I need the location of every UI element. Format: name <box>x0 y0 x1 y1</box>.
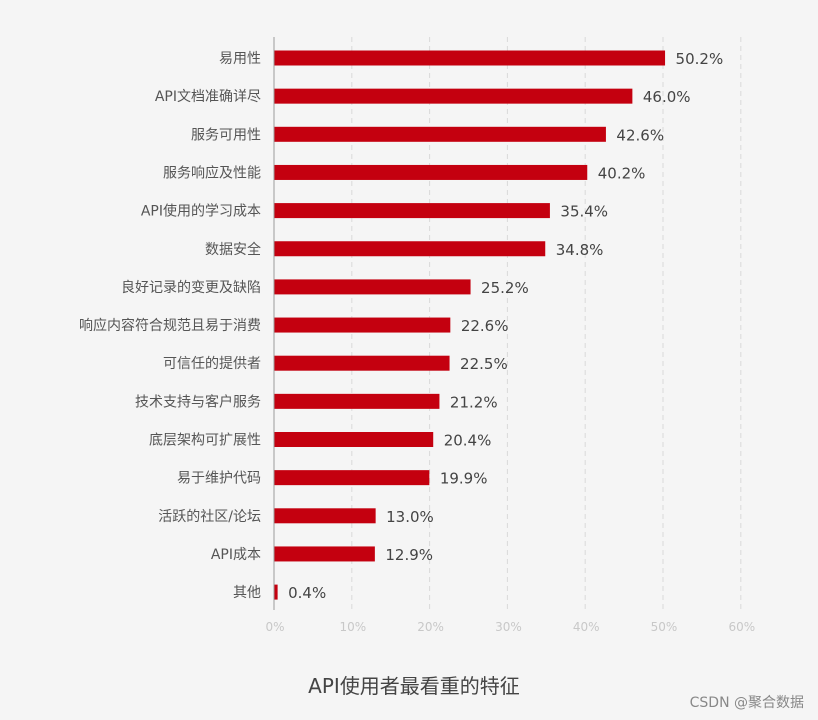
value-label: 20.4% <box>444 432 492 450</box>
category-label: 活跃的社区/论坛 <box>158 509 261 525</box>
watermark: CSDN @聚合数据 <box>689 695 804 711</box>
category-label: 服务响应及性能 <box>163 164 261 181</box>
bar <box>274 584 278 600</box>
category-label: 易用性 <box>219 51 261 67</box>
bar <box>274 164 588 180</box>
category-label: 技术支持与客户服务 <box>135 393 261 410</box>
bar <box>274 203 550 219</box>
bar <box>274 470 430 486</box>
bar <box>274 317 451 333</box>
x-tick-label: 60% <box>728 620 755 634</box>
bar <box>274 546 375 562</box>
bar <box>274 88 633 104</box>
category-label: API文档准确详尽 <box>155 89 261 105</box>
bar <box>274 432 434 447</box>
value-label: 22.6% <box>461 317 509 335</box>
bar <box>274 355 450 371</box>
category-label: 其他 <box>233 585 261 601</box>
x-tick-label: 20% <box>417 620 444 634</box>
value-label: 34.8% <box>556 241 604 259</box>
value-label: 46.0% <box>643 88 691 106</box>
bar <box>274 393 440 409</box>
value-label: 42.6% <box>616 126 664 144</box>
bar <box>274 241 546 257</box>
category-label: API使用的学习成本 <box>141 203 261 220</box>
category-label: API成本 <box>211 547 261 563</box>
x-tick-label: 40% <box>573 620 600 634</box>
bar <box>274 279 471 295</box>
chart-title: API使用者最看重的特征 <box>308 674 520 698</box>
category-label: 响应内容符合规范且易于消费 <box>79 317 261 334</box>
category-label: 可信任的提供者 <box>163 356 261 372</box>
x-tick-label: 50% <box>651 620 678 634</box>
value-label: 0.4% <box>288 584 326 602</box>
bar <box>274 50 666 66</box>
category-label: 服务可用性 <box>191 127 261 143</box>
x-tick-label: 30% <box>495 620 522 634</box>
value-label: 21.2% <box>450 393 498 411</box>
bar-chart: 0% 10% 20% 30% 40% 50% 60% 易用性 50.2% API文档准确详尽 46.… <box>79 37 755 634</box>
value-label: 19.9% <box>440 470 488 488</box>
category-label: 良好记录的变更及缺陷 <box>121 280 261 296</box>
value-label: 25.2% <box>481 279 529 297</box>
value-label: 50.2% <box>676 50 724 68</box>
value-label: 40.2% <box>598 164 646 182</box>
value-label: 13.0% <box>386 508 434 526</box>
category-label: 易于维护代码 <box>177 471 261 487</box>
bar <box>274 508 376 524</box>
x-tick-label: 0% <box>265 620 284 634</box>
value-label: 22.5% <box>460 355 508 373</box>
category-label: 数据安全 <box>205 241 261 258</box>
value-label: 12.9% <box>385 546 433 564</box>
x-tick-label: 10% <box>339 620 366 634</box>
value-label: 35.4% <box>560 203 608 221</box>
bar <box>274 126 606 142</box>
category-label: 底层架构可扩展性 <box>149 433 261 449</box>
